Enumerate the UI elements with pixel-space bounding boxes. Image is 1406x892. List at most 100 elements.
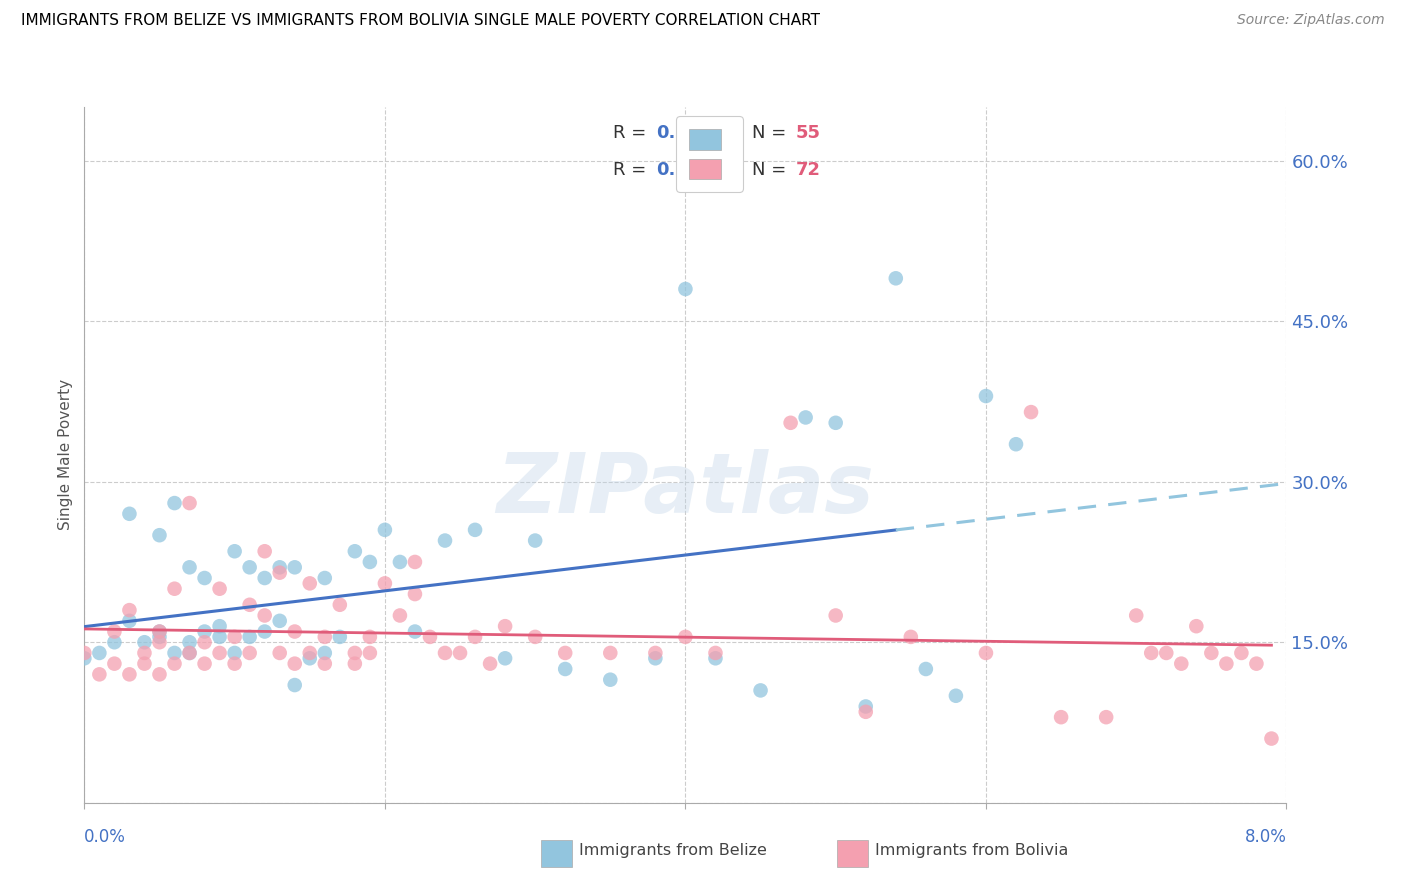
Point	[298, 651, 321, 665]
Text: N =: N =	[752, 124, 792, 143]
Point	[179, 646, 201, 660]
Point	[148, 624, 170, 639]
Point	[388, 608, 411, 623]
Point	[103, 635, 125, 649]
Point	[179, 646, 201, 660]
Point	[89, 646, 111, 660]
Point	[779, 416, 801, 430]
Point	[134, 635, 156, 649]
Text: 72: 72	[796, 161, 821, 179]
Point	[89, 667, 111, 681]
Point	[134, 646, 156, 660]
Point	[103, 657, 125, 671]
Point	[1156, 646, 1178, 660]
Point	[449, 646, 471, 660]
Point	[1201, 646, 1223, 660]
Point	[224, 646, 246, 660]
Point	[208, 646, 231, 660]
Point	[284, 657, 307, 671]
Point	[494, 619, 516, 633]
Point	[404, 587, 426, 601]
Point	[284, 560, 307, 574]
Point	[179, 560, 201, 574]
Point	[974, 646, 997, 660]
Point	[554, 646, 576, 660]
Text: 8.0%: 8.0%	[1244, 828, 1286, 846]
Point	[194, 624, 217, 639]
Y-axis label: Single Male Poverty: Single Male Poverty	[58, 379, 73, 531]
Point	[118, 614, 141, 628]
Point	[524, 630, 547, 644]
Point	[945, 689, 967, 703]
Point	[118, 667, 141, 681]
Point	[343, 657, 366, 671]
Point	[284, 678, 307, 692]
Text: Immigrants from Belize: Immigrants from Belize	[579, 843, 768, 857]
Point	[148, 630, 170, 644]
Point	[163, 657, 186, 671]
Point	[208, 630, 231, 644]
Point	[749, 683, 772, 698]
Point	[374, 576, 396, 591]
Point	[118, 507, 141, 521]
Text: 55: 55	[796, 124, 821, 143]
Text: ZIPatlas: ZIPatlas	[496, 450, 875, 530]
Text: R =: R =	[613, 161, 652, 179]
Point	[704, 646, 727, 660]
Point	[148, 528, 170, 542]
Point	[73, 646, 96, 660]
Point	[239, 630, 262, 644]
Point	[464, 523, 486, 537]
Point	[269, 614, 291, 628]
Legend: , : ,	[676, 116, 742, 192]
Point	[269, 646, 291, 660]
Point	[163, 496, 186, 510]
Point	[675, 282, 697, 296]
Point	[494, 651, 516, 665]
Point	[1125, 608, 1147, 623]
Point	[118, 603, 141, 617]
Point	[314, 571, 336, 585]
Point	[644, 651, 666, 665]
Point	[974, 389, 997, 403]
Point	[253, 544, 276, 558]
Point	[179, 635, 201, 649]
Point	[1170, 657, 1192, 671]
Text: R =: R =	[613, 124, 652, 143]
Point	[163, 646, 186, 660]
Text: N =: N =	[752, 161, 792, 179]
Text: 0.132: 0.132	[657, 161, 713, 179]
Point	[163, 582, 186, 596]
Point	[239, 560, 262, 574]
Point	[224, 657, 246, 671]
Point	[915, 662, 938, 676]
Text: 0.0%: 0.0%	[84, 828, 127, 846]
Point	[644, 646, 666, 660]
Point	[194, 657, 217, 671]
Point	[794, 410, 817, 425]
Point	[464, 630, 486, 644]
Point	[103, 624, 125, 639]
Point	[329, 630, 352, 644]
Point	[343, 646, 366, 660]
Text: IMMIGRANTS FROM BELIZE VS IMMIGRANTS FROM BOLIVIA SINGLE MALE POVERTY CORRELATIO: IMMIGRANTS FROM BELIZE VS IMMIGRANTS FRO…	[21, 13, 820, 29]
Point	[675, 630, 697, 644]
Point	[253, 624, 276, 639]
Point	[599, 673, 621, 687]
Point	[434, 646, 457, 660]
Point	[239, 598, 262, 612]
Point	[1185, 619, 1208, 633]
Point	[524, 533, 547, 548]
Point	[1215, 657, 1237, 671]
Point	[148, 624, 170, 639]
Point	[239, 646, 262, 660]
Point	[314, 657, 336, 671]
Point	[343, 544, 366, 558]
Point	[148, 635, 170, 649]
Point	[1095, 710, 1118, 724]
Text: Immigrants from Bolivia: Immigrants from Bolivia	[875, 843, 1069, 857]
Point	[284, 624, 307, 639]
Point	[704, 651, 727, 665]
Point	[374, 523, 396, 537]
Point	[1050, 710, 1073, 724]
